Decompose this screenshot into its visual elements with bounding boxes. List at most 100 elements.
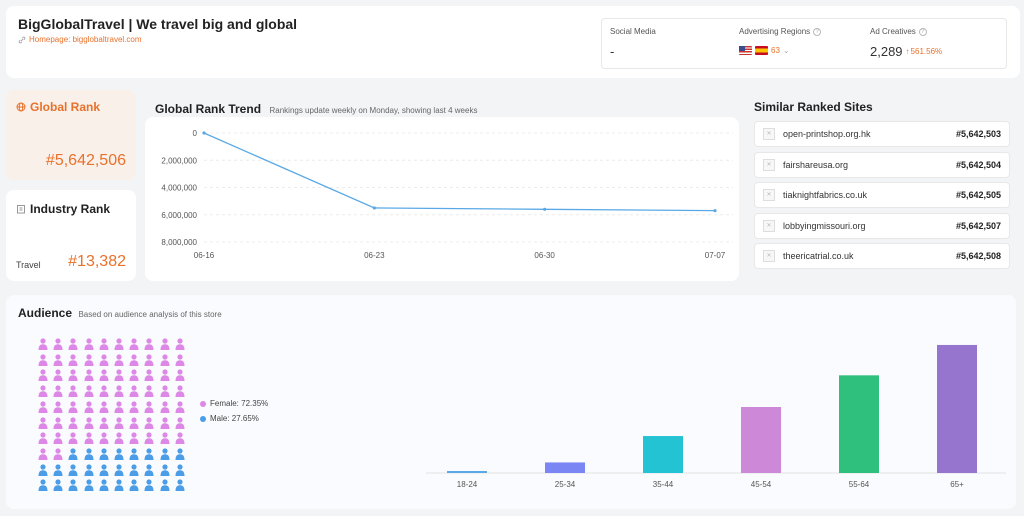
female-person-icon — [175, 400, 185, 413]
female-person-icon — [53, 416, 63, 429]
female-person-icon — [38, 416, 48, 429]
age-bar[interactable] — [937, 344, 977, 473]
female-person-icon — [144, 368, 154, 382]
female-person-icon — [160, 431, 170, 445]
female-person-icon — [84, 353, 94, 366]
ad-regions-label: Advertising Regions — [739, 27, 811, 36]
female-person-icon — [53, 337, 63, 350]
male-person-icon — [114, 478, 124, 492]
female-person-icon — [114, 431, 124, 445]
female-person-icon — [84, 400, 94, 413]
similar-site-name: open-printshop.org.hk — [783, 129, 871, 139]
similar-ranked-sites: Similar Ranked Sites ✕ open-printshop.or… — [748, 90, 1012, 281]
rank-trend-line — [203, 132, 716, 212]
female-person-icon — [99, 431, 109, 445]
favicon-icon: ✕ — [763, 250, 775, 262]
age-bar[interactable] — [839, 375, 879, 473]
similar-site-name: fairshareusa.org — [783, 160, 849, 170]
ad-creatives-stat: Ad Creatives? 2,289 ↑ 561.56% — [870, 27, 942, 59]
male-label: Male: 27.65% — [210, 414, 259, 423]
rank-point[interactable] — [543, 207, 547, 211]
female-person-icon — [68, 384, 78, 398]
similar-site-name: lobbyingmissouri.org — [783, 221, 866, 231]
female-person-icon — [160, 400, 170, 413]
female-person-icon — [68, 353, 78, 366]
male-person-icon — [175, 478, 185, 492]
male-person-icon — [84, 463, 94, 476]
industry-rank-title: Industry Rank — [30, 202, 111, 216]
female-person-icon — [129, 416, 139, 429]
age-bar[interactable] — [741, 407, 781, 473]
female-person-icon — [53, 384, 63, 398]
audience-title: Audience — [18, 306, 73, 320]
legend-female: Female: 72.35% — [200, 399, 268, 408]
age-label: 35-44 — [653, 480, 674, 489]
similar-site-rank: #5,642,508 — [955, 251, 1001, 261]
ad-regions-dropdown[interactable]: 63 ⌄ — [739, 46, 821, 55]
favicon-icon: ✕ — [763, 220, 775, 232]
audience-section: 18-24 25-34 35-44 45-54 55-64 65+ Audience Ba… — [6, 295, 1016, 509]
age-bar[interactable] — [643, 436, 683, 473]
female-person-icon — [175, 353, 185, 366]
female-person-icon — [175, 368, 185, 382]
y-tick-label: 4,000,000 — [161, 184, 197, 193]
similar-site-row[interactable]: ✕ theericatrial.co.uk #5,642,508 — [754, 243, 1010, 269]
trend-chart-svg: 0 2,000,000 4,000,000 6,000,000 8,000,000 06-… — [161, 129, 733, 260]
rank-point[interactable] — [372, 206, 376, 210]
female-person-icon — [175, 431, 185, 445]
male-person-icon — [38, 463, 48, 476]
y-tick-label: 2,000,000 — [161, 156, 197, 165]
similar-site-rank: #5,642,504 — [955, 160, 1001, 170]
rank-point[interactable] — [713, 209, 717, 213]
female-person-icon — [99, 384, 109, 398]
female-person-icon — [84, 368, 94, 382]
trend-chart: 0 2,000,000 4,000,000 6,000,000 8,000,000 06-… — [145, 117, 739, 281]
similar-site-row[interactable]: ✕ fairshareusa.org #5,642,504 — [754, 152, 1010, 178]
female-person-icon — [114, 400, 124, 413]
age-bar[interactable] — [447, 471, 487, 473]
female-person-icon — [84, 337, 94, 350]
female-person-icon — [99, 400, 109, 413]
similar-site-row[interactable]: ✕ open-printshop.org.hk #5,642,503 — [754, 121, 1010, 147]
similar-site-row[interactable]: ✕ tiaknightfabrics.co.uk #5,642,505 — [754, 182, 1010, 208]
similar-site-row[interactable]: ✕ lobbyingmissouri.org #5,642,507 — [754, 213, 1010, 239]
female-person-icon — [144, 384, 154, 398]
female-person-icon — [160, 416, 170, 429]
globe-icon — [16, 102, 26, 112]
female-dot-icon — [200, 400, 206, 407]
help-icon[interactable]: ? — [813, 27, 822, 36]
ad-regions-stat: Advertising Regions? 63 ⌄ — [739, 27, 822, 55]
female-person-icon — [68, 416, 78, 429]
male-person-icon — [68, 463, 78, 476]
similar-site-rank: #5,642,503 — [955, 129, 1001, 139]
homepage-link[interactable]: Homepage: bigglobaltravel.com — [18, 35, 142, 44]
female-person-icon — [160, 368, 170, 382]
age-bar[interactable] — [545, 462, 585, 473]
male-person-icon — [160, 447, 170, 460]
female-person-icon — [129, 368, 139, 382]
audience-subtitle: Based on audience analysis of this store — [78, 310, 222, 319]
y-tick-label: 8,000,000 — [161, 238, 197, 247]
female-person-icon — [38, 368, 48, 382]
female-person-icon — [53, 400, 63, 413]
rank-point[interactable] — [202, 131, 206, 135]
female-person-icon — [84, 431, 94, 445]
male-person-icon — [99, 463, 109, 476]
favicon-icon: ✕ — [763, 128, 775, 140]
male-person-icon — [144, 447, 154, 460]
female-person-icon — [38, 447, 48, 460]
female-person-icon — [38, 431, 48, 445]
store-header: BigGlobalTravel | We travel big and glob… — [6, 6, 1020, 78]
trend-subtitle: Rankings update weekly on Monday, showin… — [269, 106, 478, 115]
female-person-icon — [114, 368, 124, 382]
help-icon[interactable]: ? — [918, 27, 927, 36]
chevron-down-icon: ⌄ — [782, 46, 790, 55]
male-person-icon — [175, 447, 185, 460]
age-distribution-chart: 18-24 25-34 35-44 45-54 55-64 65+ — [426, 344, 1006, 489]
female-person-icon — [175, 384, 185, 398]
ad-regions-count: 63 — [771, 46, 780, 55]
ad-creatives-growth: 561.56% — [910, 47, 943, 56]
favicon-icon: ✕ — [763, 189, 775, 201]
social-media-label: Social Media — [610, 27, 656, 36]
female-person-icon — [99, 416, 109, 429]
